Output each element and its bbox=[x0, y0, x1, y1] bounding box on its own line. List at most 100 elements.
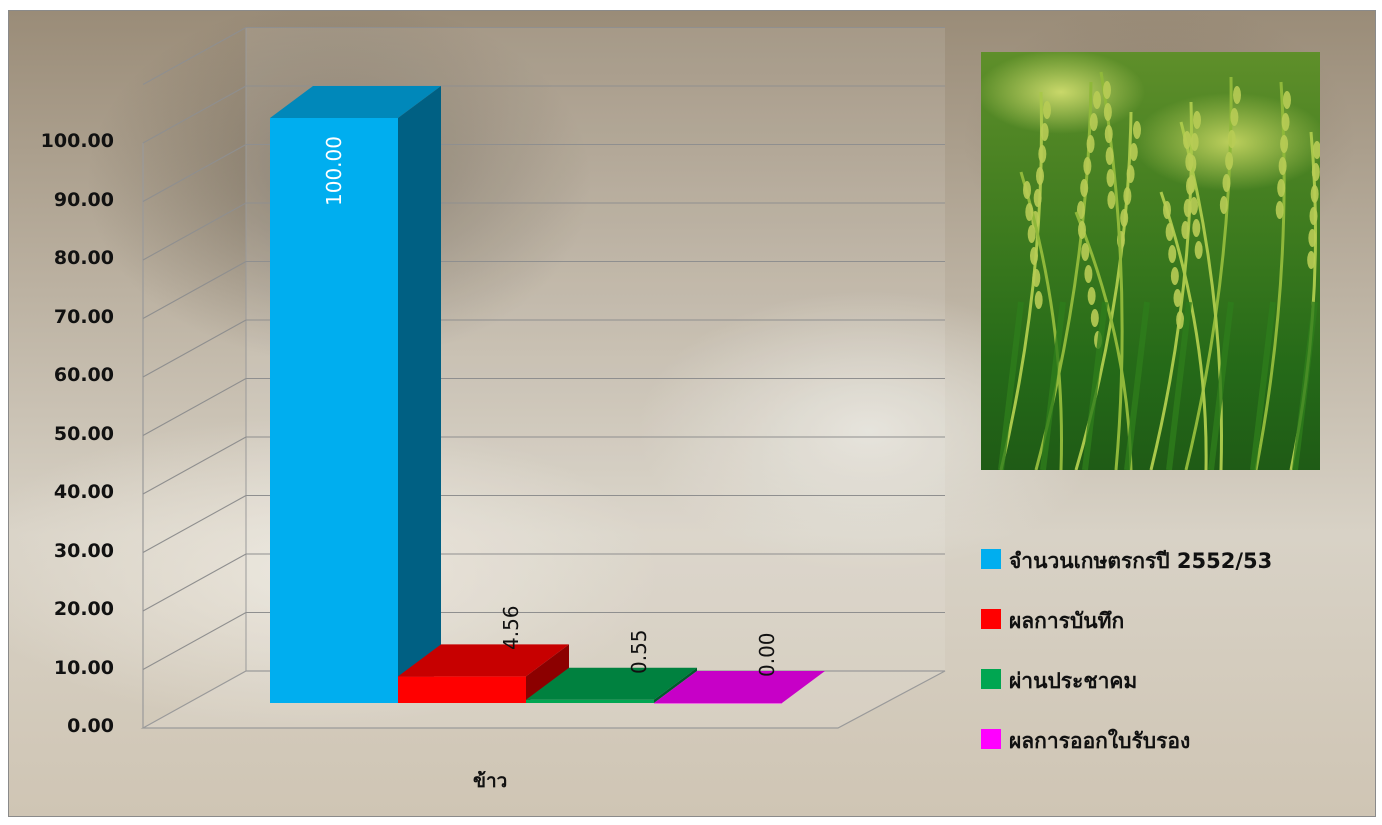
rice-grain bbox=[1181, 221, 1190, 239]
legend-swatch bbox=[981, 669, 1001, 689]
rice-grain bbox=[1126, 165, 1135, 183]
rice-grain bbox=[1165, 223, 1174, 241]
y-tick-label: 20.00 bbox=[53, 598, 114, 620]
rice-grain bbox=[1275, 201, 1284, 219]
rice-grain bbox=[1043, 101, 1051, 119]
rice-grain bbox=[1277, 179, 1286, 197]
bar-top-face bbox=[398, 644, 569, 677]
rice-grain bbox=[1090, 309, 1099, 327]
rice-plant-photo bbox=[981, 52, 1320, 470]
rice-grain bbox=[1307, 251, 1316, 269]
bar-side-face bbox=[398, 86, 441, 703]
chart-walls bbox=[140, 27, 946, 729]
bar-4 bbox=[654, 671, 825, 704]
legend-label: ผ่านประชาคม bbox=[1009, 669, 1138, 693]
rice-grain bbox=[1086, 135, 1095, 153]
rice-grain bbox=[1278, 157, 1287, 175]
chart-bars bbox=[270, 86, 825, 704]
rice-grain bbox=[1233, 86, 1241, 104]
rice-stalk bbox=[1149, 101, 1193, 470]
y-tick-label: 10.00 bbox=[53, 656, 114, 679]
bar-front-face bbox=[270, 118, 398, 703]
gridline-side bbox=[142, 27, 247, 85]
rice-grain bbox=[1225, 152, 1234, 170]
y-tick-label: 80.00 bbox=[53, 247, 114, 269]
data-label-1: 100.00 bbox=[322, 136, 346, 206]
gridline-side bbox=[142, 261, 247, 319]
rice-grain bbox=[1093, 91, 1101, 109]
y-tick-label: 100.00 bbox=[40, 130, 114, 152]
rice-grain bbox=[1087, 287, 1096, 305]
y-tick-label: 70.00 bbox=[53, 305, 114, 328]
bar-top-face bbox=[526, 667, 697, 700]
rice-grain bbox=[1084, 265, 1093, 283]
rice-plant-illustration bbox=[998, 71, 1320, 470]
y-tick-label: 40.00 bbox=[53, 481, 114, 503]
gridline-side bbox=[142, 378, 247, 436]
rice-grain bbox=[1034, 291, 1043, 309]
legend-label: จำนวนเกษตรกรปี 2552/53 bbox=[1009, 549, 1273, 573]
rice-leaf bbox=[1292, 301, 1318, 470]
rice-grain bbox=[1227, 130, 1236, 148]
rice-leaf bbox=[998, 301, 1024, 470]
rice-grain bbox=[1193, 111, 1201, 129]
rice-grain bbox=[1185, 153, 1194, 171]
rice-grain bbox=[1230, 108, 1239, 126]
rice-grain bbox=[1036, 167, 1044, 185]
rice-leaf bbox=[1208, 301, 1234, 470]
rice-stalk bbox=[1184, 76, 1233, 470]
rice-grain bbox=[1280, 135, 1289, 153]
rice-grain bbox=[1103, 103, 1112, 121]
rice-grain bbox=[1281, 113, 1290, 131]
rice-grain bbox=[1311, 163, 1320, 181]
rice-grain bbox=[1168, 245, 1177, 263]
gridline-side bbox=[142, 319, 247, 378]
legend-label: ผลการบันทึก bbox=[1009, 609, 1125, 633]
rice-grain bbox=[1176, 311, 1185, 329]
rice-grain bbox=[1027, 225, 1036, 243]
rice-grain bbox=[1030, 247, 1038, 265]
gridline-side bbox=[142, 495, 247, 553]
rice-grain bbox=[1032, 269, 1041, 287]
legend-swatch bbox=[981, 729, 1001, 749]
bar-side-face bbox=[526, 644, 569, 703]
rice-stalk bbox=[1254, 81, 1286, 470]
rice-grain bbox=[1308, 229, 1317, 247]
rice-grain bbox=[1083, 157, 1092, 175]
gridline-side bbox=[142, 553, 247, 612]
rice-grain bbox=[1309, 207, 1318, 225]
bar-side-face bbox=[654, 667, 697, 703]
bar-front-face bbox=[654, 703, 782, 704]
rice-grain bbox=[1104, 125, 1113, 143]
x-axis-category-label: ข้าว bbox=[473, 770, 508, 792]
rice-leaf bbox=[1040, 301, 1066, 470]
rice-grain bbox=[1129, 143, 1138, 161]
y-tick-label: 60.00 bbox=[53, 364, 114, 386]
bar-2 bbox=[398, 644, 569, 703]
rice-grain bbox=[1040, 123, 1049, 141]
data-label-2: 4.56 bbox=[499, 605, 523, 651]
rice-grain bbox=[1076, 201, 1085, 219]
rice-grain bbox=[1078, 221, 1086, 239]
rice-grain bbox=[1222, 174, 1231, 192]
rice-grain bbox=[1219, 196, 1228, 214]
legend-label: ผลการออกใบรับรอง bbox=[1009, 729, 1191, 753]
y-tick-label: 30.00 bbox=[53, 539, 114, 562]
rice-grain bbox=[1120, 209, 1129, 227]
rice-grain bbox=[1194, 241, 1203, 259]
gridline-side bbox=[142, 436, 247, 495]
rice-grain bbox=[1089, 113, 1098, 131]
rice-grain bbox=[1133, 121, 1141, 139]
rice-grain bbox=[1038, 145, 1047, 163]
rice-grain bbox=[1103, 81, 1111, 99]
rice-grain bbox=[1313, 141, 1320, 159]
rice-grain bbox=[1183, 131, 1191, 149]
rice-grain bbox=[1187, 175, 1196, 193]
bar-front-face bbox=[398, 676, 526, 703]
rice-grain bbox=[1283, 91, 1291, 109]
rice-grain bbox=[1123, 187, 1132, 205]
rice-grain bbox=[1163, 201, 1171, 219]
y-tick-label: 90.00 bbox=[53, 188, 114, 211]
rice-leaf bbox=[1124, 301, 1150, 470]
